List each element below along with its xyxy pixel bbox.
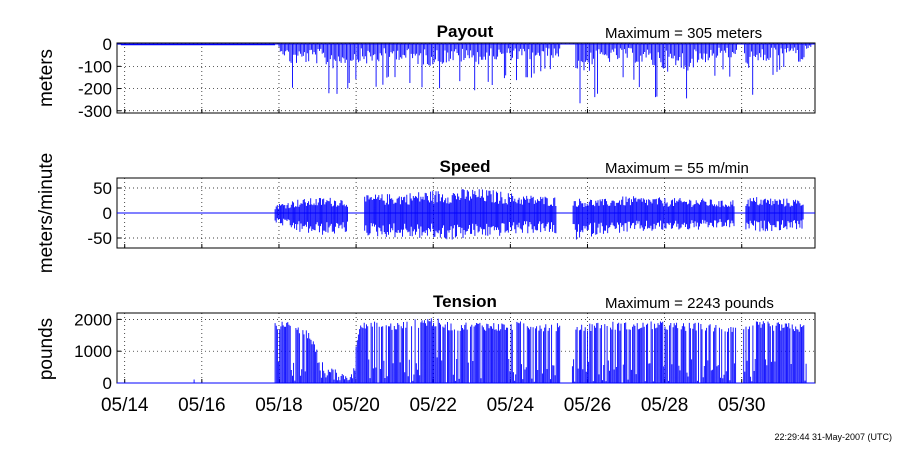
x-axis-tick-labels: 05/14 05/16 05/18 05/20 05/22 05/24 05/26 05/28…	[101, 395, 766, 416]
speed-series-line	[117, 189, 815, 240]
speed-panel: Speed Maximum = 55 m/min meters/minute 5…	[36, 153, 816, 273]
speed-title: Speed	[439, 157, 490, 176]
tension-y-tick-label: 2000	[74, 310, 112, 329]
payout-title: Payout	[437, 22, 494, 41]
speed-y-tick-label: -50	[87, 229, 112, 248]
payout-y-tick-label: -300	[78, 102, 112, 121]
speed-maximum-label: Maximum = 55 m/min	[605, 160, 749, 177]
x-tick-label: 05/24	[487, 395, 535, 416]
x-tick-label: 05/28	[641, 395, 689, 416]
payout-y-tick-label: -100	[78, 57, 112, 76]
payout-maximum-label: Maximum = 305 meters	[605, 25, 762, 42]
tension-y-tick-label: 0	[103, 374, 112, 393]
payout-ylabel: meters	[36, 49, 57, 107]
timestamp-footer: 22:29:44 31-May-2007 (UTC)	[774, 432, 892, 442]
tension-y-tick-label: 1000	[74, 342, 112, 361]
tension-maximum-label: Maximum = 2243 pounds	[605, 295, 774, 312]
payout-axes-box	[116, 42, 816, 114]
payout-panel: Payout Maximum = 305 meters meters 0 -100…	[36, 22, 816, 121]
speed-y-tick-label: 0	[103, 204, 112, 223]
x-tick-label: 05/18	[255, 395, 303, 416]
tension-series-line	[117, 318, 815, 384]
payout-y-tick-label: 0	[103, 35, 112, 54]
x-tick-label: 05/30	[718, 395, 766, 416]
x-tick-label: 05/16	[178, 395, 226, 416]
speed-y-tick-label: 50	[93, 179, 112, 198]
tension-panel: Tension Maximum = 2243 pounds pounds 200…	[36, 292, 816, 393]
tension-ylabel: pounds	[36, 318, 57, 380]
x-tick-label: 05/20	[332, 395, 380, 416]
tension-title: Tension	[433, 292, 497, 311]
speed-ylabel: meters/minute	[36, 153, 57, 273]
payout-series-line	[117, 43, 815, 104]
x-tick-label: 05/26	[564, 395, 612, 416]
payout-y-tick-label: -200	[78, 80, 112, 99]
x-tick-label: 05/14	[101, 395, 149, 416]
x-tick-label: 05/22	[409, 395, 457, 416]
